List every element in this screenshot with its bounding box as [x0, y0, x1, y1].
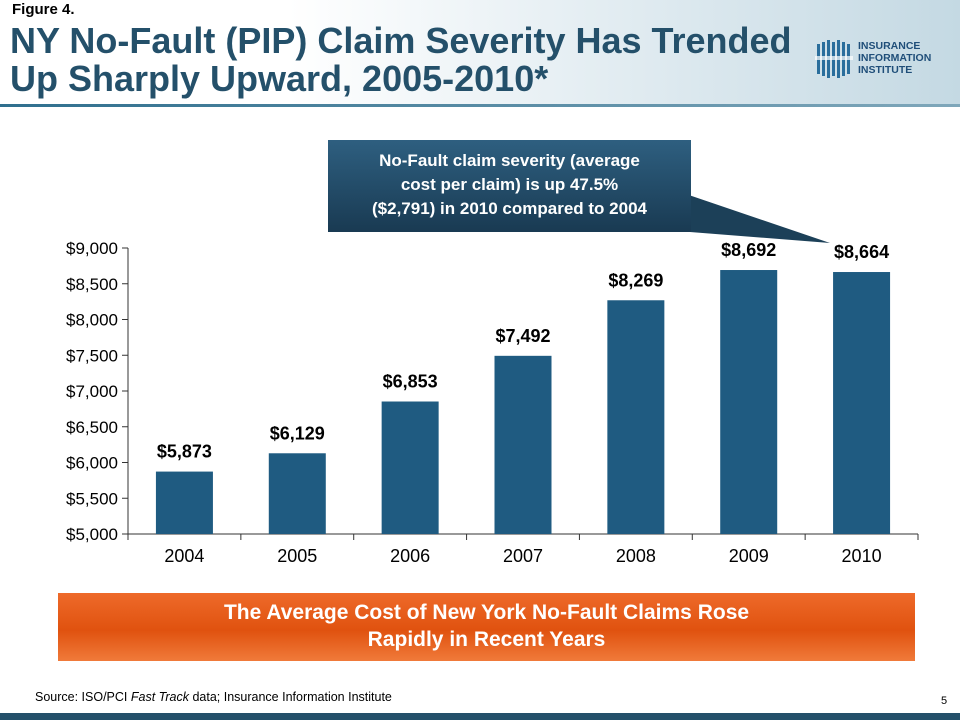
y-tick-label: $7,000: [66, 382, 118, 401]
callout-pointer: [680, 192, 830, 243]
y-tick-label: $5,500: [66, 489, 118, 508]
x-tick-label: 2007: [503, 546, 543, 566]
x-tick-label: 2008: [616, 546, 656, 566]
iii-logo-icon: [815, 40, 853, 78]
source-note: Source: ISO/PCI Fast Track data; Insuran…: [35, 690, 392, 704]
slide-header: [0, 0, 960, 106]
data-label: $5,873: [157, 442, 212, 462]
bar: [833, 272, 891, 534]
bar: [607, 300, 665, 534]
slide-title: NY No-Fault (PIP) Claim Severity Has Tre…: [10, 20, 792, 99]
footer-rule: [0, 713, 960, 720]
data-label: $6,853: [383, 372, 438, 392]
x-tick-label: 2004: [164, 546, 204, 566]
logo-line-2: INFORMATION: [858, 52, 932, 64]
page-number: 5: [941, 695, 948, 707]
x-tick-label: 2009: [729, 546, 769, 566]
figure-label: Figure 4.: [12, 1, 75, 18]
banner-line: The Average Cost of New York No-Fault Cl…: [223, 601, 750, 624]
bar: [494, 355, 552, 534]
bar: [155, 471, 213, 534]
callout-line: No-Fault claim severity (average: [379, 151, 640, 170]
callout-line: cost per claim) is up 47.5%: [400, 175, 619, 194]
callout-line: ($2,791) in 2010 compared to 2004: [372, 199, 647, 218]
x-tick-label: 2006: [390, 546, 430, 566]
x-tick-label: 2010: [842, 546, 882, 566]
y-tick-label: $7,500: [66, 346, 118, 365]
logo-line-1: INSURANCE: [858, 40, 921, 52]
bar: [381, 401, 439, 534]
data-label: $8,664: [834, 242, 889, 262]
y-tick-label: $8,000: [66, 311, 118, 330]
source-prefix: Source: ISO/PCI: [35, 690, 131, 704]
bar: [720, 270, 778, 534]
data-label: $8,269: [608, 270, 663, 290]
data-label: $8,692: [721, 240, 776, 260]
logo-text: INSURANCE INFORMATION INSTITUTE: [858, 40, 931, 76]
banner-line: Rapidly in Recent Years: [367, 628, 606, 651]
y-tick-label: $6,500: [66, 418, 118, 437]
header-rule: [0, 104, 960, 107]
x-tick-label: 2005: [277, 546, 317, 566]
source-italic: Fast Track: [130, 690, 189, 704]
data-label: $6,129: [270, 423, 325, 443]
y-tick-label: $9,000: [66, 239, 118, 258]
logo-line-3: INSTITUTE: [858, 64, 913, 76]
y-tick-label: $8,500: [66, 275, 118, 294]
y-tick-label: $5,000: [66, 525, 118, 544]
source-suffix: data; Insurance Information Institute: [188, 690, 392, 704]
bar: [268, 453, 326, 534]
data-label: $7,492: [495, 326, 550, 346]
y-tick-label: $6,000: [66, 454, 118, 473]
summary-banner: The Average Cost of New York No-Fault Cl…: [58, 593, 915, 661]
callout-box: No-Fault claim severity (average cost pe…: [328, 140, 691, 232]
